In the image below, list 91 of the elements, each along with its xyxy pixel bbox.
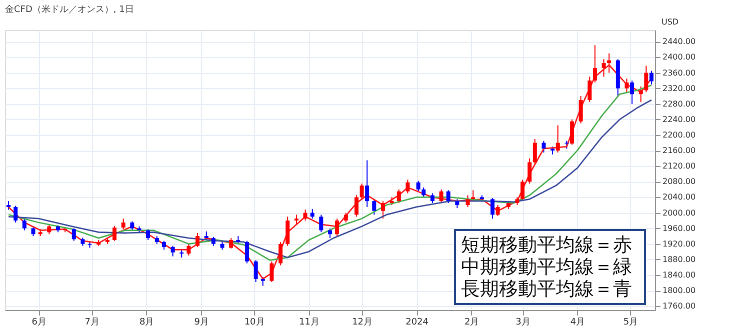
x-tick-label: 12月	[352, 318, 373, 328]
candlestick	[31, 226, 36, 237]
candlestick	[303, 209, 308, 222]
candlestick	[344, 212, 348, 223]
candlestick	[592, 44, 597, 83]
y-tick-label: 1880.00	[662, 254, 696, 264]
annotation: 中期移動平均線＝緑	[461, 256, 632, 278]
y-tick-label: 2320.00	[662, 84, 696, 93]
y-tick-label: 2040.00	[662, 192, 696, 202]
candlestick	[466, 194, 470, 208]
y-tick-label: 1760.00	[662, 302, 696, 311]
y-tick-label: 2280.00	[662, 99, 696, 108]
candlestick	[490, 198, 494, 220]
candlestick	[588, 76, 592, 102]
y-tick-label: 2080.00	[662, 177, 696, 186]
candlestick	[406, 179, 410, 194]
candlestick	[278, 241, 283, 266]
candlestick	[310, 208, 314, 220]
y-axis-title: USD	[662, 18, 679, 26]
y-tick-label: 2200.00	[662, 130, 696, 140]
y-tick-label: 2440.00	[662, 37, 696, 46]
candlestick	[112, 226, 117, 242]
y-tick-label: 1920.00	[662, 239, 696, 248]
candlestick	[578, 96, 583, 124]
candlestick	[335, 218, 340, 237]
candlestick	[328, 228, 332, 239]
x-tick-label: 3月	[516, 318, 530, 328]
candlestick	[294, 214, 298, 225]
annotation: 短期移動平均線＝赤	[461, 234, 632, 256]
candlestick	[496, 204, 500, 216]
y-tick-label: 1800.00	[662, 286, 696, 296]
y-tick-label: 2360.00	[662, 68, 696, 78]
candlestick	[556, 124, 560, 153]
x-tick-label: 11月	[299, 318, 320, 328]
candlestick	[22, 218, 26, 231]
candlestick	[542, 140, 546, 153]
annotation: 長期移動平均線＝青	[461, 278, 632, 300]
candlestick	[446, 190, 450, 204]
candlestick	[270, 260, 274, 282]
candlestick	[416, 180, 420, 192]
y-tick-label: 1840.00	[662, 270, 696, 280]
x-tick-label: 6月	[32, 318, 46, 328]
x-tick-label: 7月	[84, 318, 100, 328]
candlestick	[229, 238, 234, 250]
candlestick	[319, 214, 324, 233]
candlestick	[380, 200, 385, 220]
candlestick	[649, 70, 654, 85]
candlestick	[422, 187, 426, 198]
candlestick	[121, 218, 126, 230]
x-tick-label: 9月	[194, 318, 209, 328]
x-tick-label: 8月	[139, 318, 154, 328]
candlestick	[520, 179, 525, 201]
candlestick	[372, 198, 376, 216]
candlestick	[354, 194, 358, 218]
x-tick-label: 5月	[623, 318, 638, 328]
y-tick-label: 2120.00	[662, 162, 696, 171]
candlestick	[439, 188, 444, 204]
x-tick-label: 2月	[464, 318, 480, 328]
line-series	[8, 64, 652, 280]
x-tick-label: 2024	[406, 318, 429, 328]
candlestick	[186, 243, 191, 256]
y-tick-label: 2240.00	[662, 114, 696, 124]
candlestick	[146, 228, 150, 240]
candlestick	[630, 80, 634, 104]
candlestick	[254, 260, 258, 282]
candlestick	[607, 52, 612, 74]
candlestick	[396, 188, 401, 204]
candlestick	[624, 78, 629, 93]
candlestick	[365, 160, 370, 208]
candlestick	[72, 228, 76, 242]
candlestick	[14, 205, 18, 223]
chart-title: 金CFD（米ドル／オンス）, 1日	[5, 4, 134, 15]
candlestick	[170, 245, 175, 257]
candlestick	[286, 216, 290, 246]
candlestick	[638, 86, 643, 102]
x-tick-label: 4月	[570, 318, 586, 328]
y-tick-label: 2000.00	[662, 208, 696, 218]
candlestick	[430, 192, 434, 204]
x-tick-label: 10月	[244, 318, 265, 328]
candlestick	[47, 224, 52, 235]
candlestick	[196, 232, 200, 248]
candlestick	[528, 158, 532, 184]
candlestick	[570, 118, 574, 146]
candlestick	[644, 65, 648, 93]
candlestick	[244, 240, 249, 264]
candlestick	[360, 183, 364, 200]
y-tick-label: 2400.00	[662, 52, 696, 62]
y-tick-label: 2160.00	[662, 146, 696, 156]
y-tick-label: 1960.00	[662, 224, 696, 233]
candlestick	[602, 58, 606, 78]
candlestick	[532, 138, 537, 165]
